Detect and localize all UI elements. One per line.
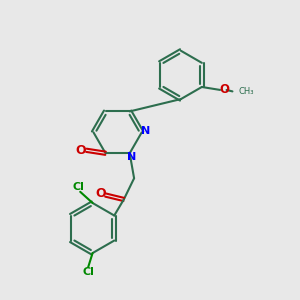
Text: Cl: Cl [82, 268, 94, 278]
Text: O: O [76, 144, 86, 157]
Text: Cl: Cl [73, 182, 85, 191]
Text: CH₃: CH₃ [238, 87, 254, 96]
Text: O: O [95, 187, 106, 200]
Text: N: N [127, 152, 136, 162]
Text: O: O [219, 83, 229, 96]
Text: N: N [141, 126, 150, 136]
